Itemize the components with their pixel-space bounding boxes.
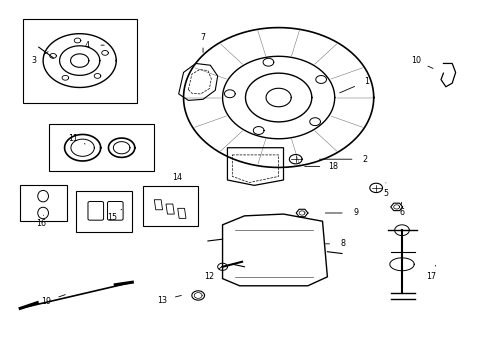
Bar [22,19,137,103]
Text: 5: 5 [383,189,387,198]
Text: 10: 10 [410,57,420,66]
Text: 8: 8 [340,239,345,248]
Text: 2: 2 [362,155,367,164]
Text: 11: 11 [68,134,78,143]
Text: 13: 13 [157,296,167,305]
Text: 19: 19 [41,297,52,306]
Text: 9: 9 [352,208,358,217]
Text: 6: 6 [398,208,403,217]
Text: 3: 3 [31,57,36,66]
Text: 17: 17 [425,271,435,280]
Bar [49,125,154,171]
Text: 7: 7 [200,33,205,42]
Text: 15: 15 [106,213,117,222]
Bar [76,191,132,232]
Text: 4: 4 [85,41,90,50]
Text: 14: 14 [172,173,182,182]
Text: 12: 12 [204,271,214,280]
Text: 1: 1 [363,77,368,86]
Text: 18: 18 [327,162,338,171]
Bar [143,186,197,226]
Bar [20,185,66,221]
Text: 16: 16 [36,219,45,228]
